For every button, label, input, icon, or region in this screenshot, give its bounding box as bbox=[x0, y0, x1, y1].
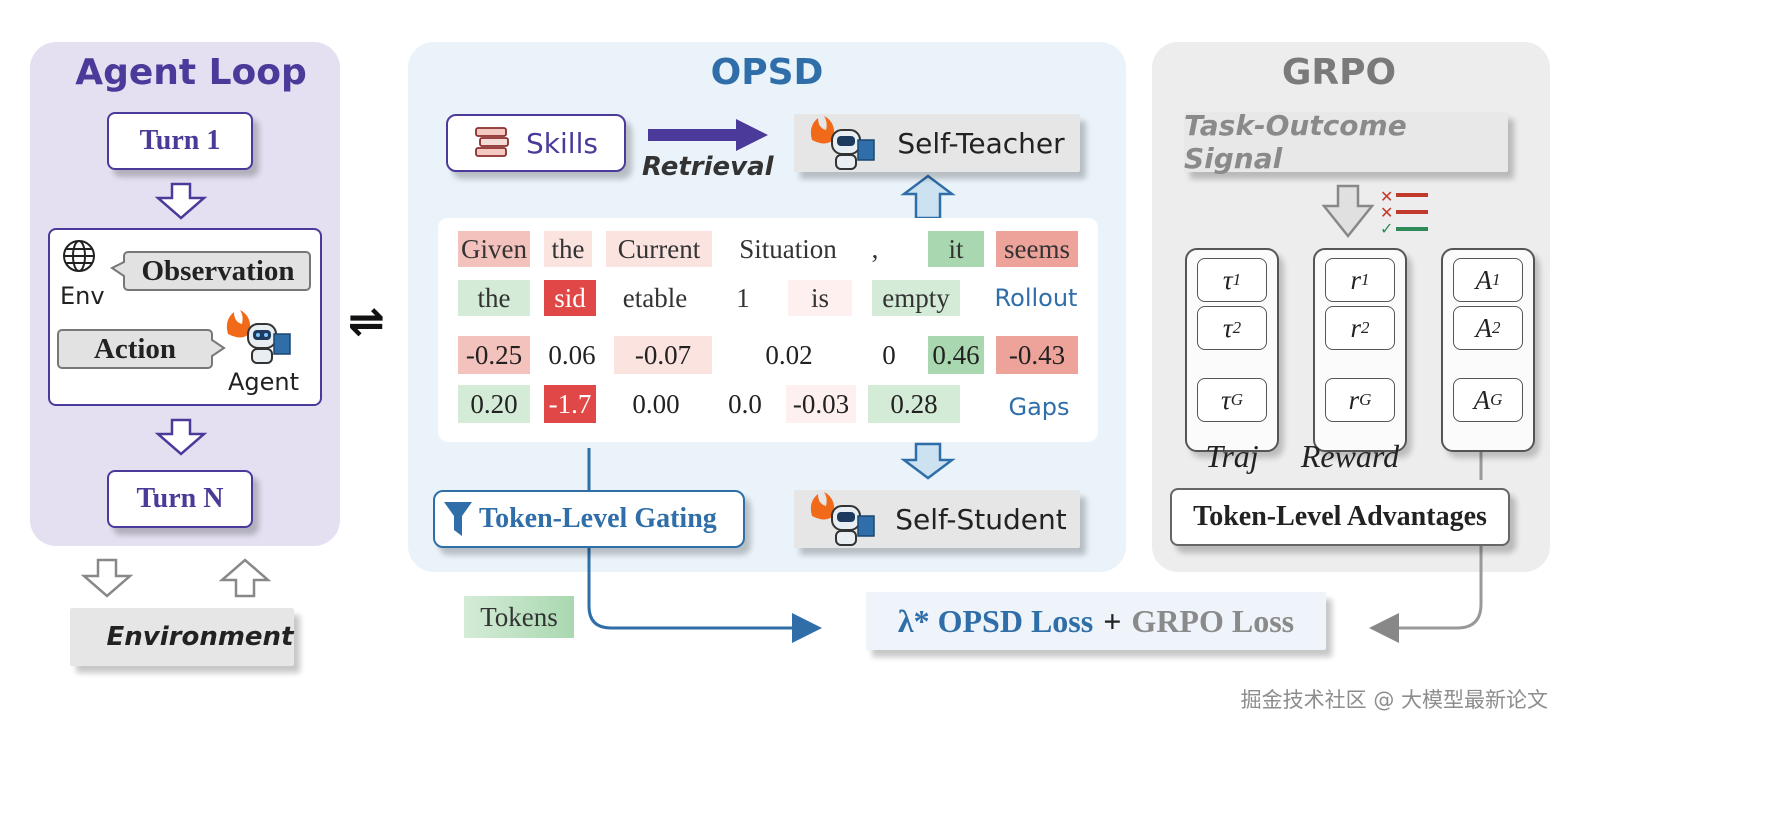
advantages-to-loss bbox=[1369, 546, 1483, 643]
down-arrow-1 bbox=[154, 182, 208, 220]
token-etable: etable bbox=[622, 283, 688, 313]
gap-10: 0.00 bbox=[632, 389, 680, 419]
token-current: Current bbox=[606, 231, 712, 267]
gap-5: 0 bbox=[882, 340, 896, 370]
agent-loop-title: Agent Loop bbox=[75, 52, 307, 93]
checklist-icon: ✕ ✕ ✓ bbox=[1380, 187, 1428, 238]
turn-n-label: Turn N bbox=[136, 483, 224, 514]
token-advantages-label: Token-Level Advantages bbox=[1193, 501, 1487, 532]
gap-8: 0.20 bbox=[458, 385, 530, 423]
loss-box: λ* OPSD Loss + GRPO Loss bbox=[866, 592, 1326, 650]
task-outcome-signal-label: Task-Outcome Signal bbox=[1184, 109, 1407, 175]
exchange-symbol: ⇌ bbox=[348, 296, 385, 347]
turn-1-label: Turn 1 bbox=[139, 125, 221, 156]
token-seems: seems bbox=[996, 231, 1078, 267]
gap-3: -0.07 bbox=[614, 336, 712, 374]
skills-box: Skills bbox=[446, 114, 626, 172]
watermark: 掘金技术社区 @ 大模型最新论文 bbox=[1240, 688, 1548, 712]
token-advantages-box: Token-Level Advantages bbox=[1170, 488, 1510, 546]
turn-n-box: Turn N bbox=[107, 470, 253, 528]
token-the-2: the bbox=[458, 280, 530, 316]
agent-label: Agent bbox=[228, 368, 300, 396]
tokens-tag: Tokens bbox=[464, 596, 574, 638]
token-1: 1 bbox=[736, 283, 750, 313]
action-label: Action bbox=[93, 333, 177, 365]
token-gating-box: Token-Level Gating bbox=[433, 490, 745, 548]
token-given: Given bbox=[458, 231, 530, 267]
token-situation: Situation bbox=[739, 234, 837, 264]
retrieval-label: Retrieval bbox=[642, 152, 774, 182]
svg-text:✕: ✕ bbox=[1380, 203, 1393, 222]
svg-text:✓: ✓ bbox=[1380, 219, 1393, 238]
env-down-arrow bbox=[80, 558, 134, 598]
loss-plus: + bbox=[1103, 602, 1122, 639]
token-the: the bbox=[544, 231, 592, 267]
funnel-icon bbox=[444, 502, 472, 536]
token-is: is bbox=[788, 280, 852, 316]
gap-2: 0.06 bbox=[548, 340, 596, 370]
token-empty: empty bbox=[872, 280, 960, 316]
token-gating-label: Token-Level Gating bbox=[479, 503, 717, 534]
traj-label: Traj bbox=[1205, 438, 1259, 474]
turn-1-box: Turn 1 bbox=[107, 112, 253, 170]
observation-label: Observation bbox=[141, 255, 295, 287]
student-down-arrow bbox=[900, 442, 956, 480]
grpo-loss-label: GRPO Loss bbox=[1131, 602, 1295, 639]
action-callout bbox=[57, 329, 226, 369]
opsd-loss-label: λ* OPSD Loss bbox=[897, 602, 1094, 639]
gap-1: -0.25 bbox=[458, 336, 530, 374]
gap-4: 0.02 bbox=[765, 340, 813, 370]
token-comma: , bbox=[871, 234, 879, 264]
retrieval-arrow bbox=[648, 119, 768, 151]
gap-9: -1.7 bbox=[544, 385, 596, 423]
tokens-tag-label: Tokens bbox=[480, 601, 558, 632]
self-student-label: Self-Student bbox=[895, 502, 1067, 536]
gap-11: 0.0 bbox=[728, 389, 762, 419]
env-up-arrow bbox=[218, 558, 272, 598]
rollout-label: Rollout bbox=[994, 284, 1078, 312]
books-icon bbox=[475, 127, 509, 157]
gaps-label: Gaps bbox=[1008, 393, 1070, 421]
env-label: Env bbox=[60, 282, 105, 310]
task-outcome-signal-box: Task-Outcome Signal bbox=[1184, 109, 1508, 175]
down-arrow-2 bbox=[154, 418, 208, 456]
environment-label: Environment bbox=[106, 622, 294, 652]
gap-13: 0.28 bbox=[868, 385, 960, 423]
token-it: it bbox=[928, 231, 984, 267]
grpo-title: GRPO bbox=[1281, 52, 1397, 93]
gating-to-loss bbox=[587, 548, 822, 643]
gap-12: -0.03 bbox=[786, 385, 856, 423]
gap-6: 0.46 bbox=[928, 336, 984, 374]
svg-text:✕: ✕ bbox=[1380, 187, 1393, 206]
gap-7: -0.43 bbox=[996, 336, 1078, 374]
signal-down-arrow bbox=[1321, 184, 1375, 239]
opsd-title: OPSD bbox=[710, 52, 824, 93]
token-sid: sid bbox=[544, 280, 596, 316]
self-teacher-label: Self-Teacher bbox=[897, 126, 1065, 160]
skills-label: Skills bbox=[526, 126, 598, 160]
teacher-up-arrow bbox=[900, 174, 956, 220]
environment-box: Environment bbox=[70, 608, 294, 666]
reward-label: Reward bbox=[1300, 438, 1400, 474]
